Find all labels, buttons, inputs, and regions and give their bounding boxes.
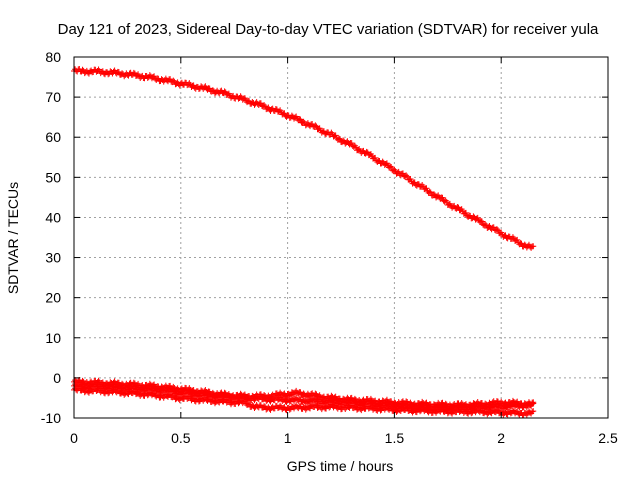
data-point: [399, 170, 406, 177]
series-satellite-track-high: [71, 66, 537, 251]
data-point: [221, 88, 228, 95]
data-point: [286, 398, 293, 405]
data-point: [130, 388, 137, 395]
data-point: [379, 158, 386, 165]
data-point: [427, 189, 434, 196]
data-point: [221, 396, 228, 403]
data-point: [462, 209, 469, 216]
y-tick-label: 50: [45, 169, 61, 185]
y-tick-label: 70: [45, 89, 61, 105]
data-point: [348, 140, 355, 147]
data-point: [482, 221, 489, 228]
x-tick-label: 0.5: [171, 430, 191, 446]
plot-frame: [73, 56, 609, 419]
data-point: [105, 390, 112, 397]
data-point: [387, 163, 394, 170]
y-tick-label: 60: [45, 129, 61, 145]
x-tick-label: 1: [284, 430, 292, 446]
data-point: [300, 118, 307, 125]
chart-title: Day 121 of 2023, Sidereal Day-to-day VTE…: [58, 21, 599, 38]
data-point: [454, 203, 461, 210]
data-point: [470, 213, 477, 220]
data-point: [257, 100, 264, 107]
data-point: [335, 135, 342, 142]
x-tick-label: 0: [70, 430, 78, 446]
data-point: [383, 160, 390, 167]
data-point: [514, 236, 521, 243]
data-point: [363, 148, 370, 155]
data-point: [468, 410, 475, 417]
data-point: [170, 392, 177, 399]
data-point: [351, 403, 358, 410]
data-point: [302, 399, 309, 406]
data-point: [478, 218, 485, 225]
x-tick-label: 2: [497, 430, 505, 446]
data-point: [241, 397, 248, 404]
series-satellite-track-b: [71, 380, 537, 413]
data-point: [377, 407, 384, 414]
data-point: [530, 408, 537, 415]
data-point: [340, 137, 347, 144]
data-point: [332, 132, 339, 139]
data-point: [79, 385, 86, 392]
data-point: [484, 411, 491, 418]
data-point: [530, 243, 537, 250]
y-tick-label: 10: [45, 330, 61, 346]
x-tick-label: 1.5: [385, 430, 405, 446]
data-point: [430, 191, 437, 198]
data-point: [312, 390, 319, 397]
data-point: [281, 110, 288, 117]
x-axis-label: GPS time / hours: [287, 458, 394, 474]
grid-lines: [74, 57, 608, 418]
data-point: [423, 185, 430, 192]
x-tick-label: 2.5: [598, 430, 618, 446]
data-point: [146, 72, 153, 79]
data-point: [237, 93, 244, 100]
y-tick-label: 80: [45, 49, 61, 65]
data-point: [286, 392, 293, 399]
data-point: [403, 172, 410, 179]
data-point: [297, 116, 304, 123]
data-point: [105, 71, 112, 78]
data-point: [388, 164, 395, 171]
data-point: [130, 69, 137, 76]
data-point: [411, 179, 418, 186]
tick-marks: [73, 56, 609, 419]
data-point: [372, 154, 379, 161]
data-point: [391, 166, 398, 173]
data-point: [79, 66, 86, 73]
y-tick-label: 40: [45, 209, 61, 225]
data-point: [439, 194, 446, 201]
tick-labels: 0 0.5 1 1.5 2 2.5 -10 0 10 20 30 40 50 60 70 80: [41, 49, 618, 446]
y-tick-label: -10: [41, 410, 61, 426]
data-point: [209, 87, 216, 94]
data-point: [170, 77, 177, 84]
data-point: [477, 217, 484, 224]
data-point: [426, 188, 433, 195]
y-axis-label: SDTVAR / TECUs: [5, 182, 21, 294]
data-point: [251, 405, 258, 412]
data-point: [517, 240, 524, 247]
data-point: [404, 173, 411, 180]
data-point: [241, 95, 248, 102]
data-point: [206, 85, 213, 92]
data-point: [221, 391, 228, 398]
y-tick-label: 20: [45, 290, 61, 306]
data-point: [442, 407, 449, 414]
data-point: [312, 122, 319, 129]
data-point: [530, 400, 537, 407]
data-layer: [71, 66, 537, 419]
y-tick-label: 30: [45, 250, 61, 266]
data-point: [302, 406, 309, 413]
data-point: [261, 394, 268, 401]
data-point: [493, 226, 500, 233]
series-satellite-track-c: [71, 385, 537, 419]
data-point: [261, 403, 268, 410]
data-point: [393, 408, 400, 415]
data-point: [261, 102, 268, 109]
data-point: [286, 406, 293, 413]
y-tick-label: 0: [53, 370, 61, 386]
data-point: [170, 387, 177, 394]
